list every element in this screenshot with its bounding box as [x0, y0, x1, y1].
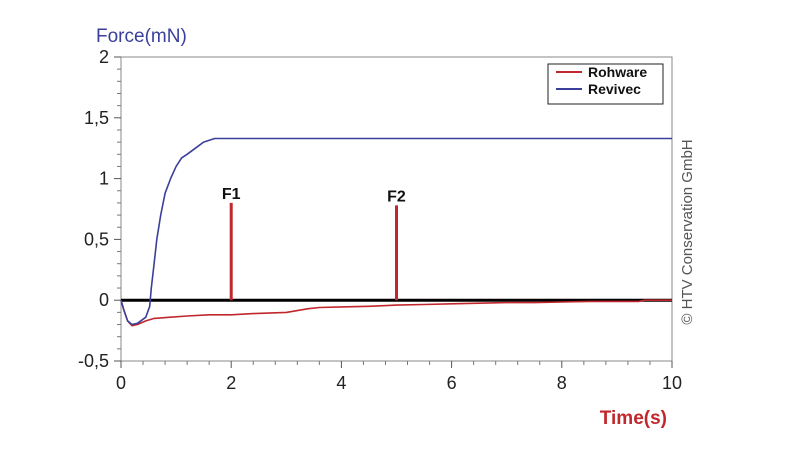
series-group: [120, 137, 672, 327]
x-tick-label: 4: [336, 373, 346, 393]
legend-label-rohware: Rohware: [588, 64, 647, 80]
y-tick-label: 0,5: [84, 229, 109, 249]
y-tick-label: 1,5: [84, 108, 109, 128]
marker-label-f2: F2: [387, 188, 406, 205]
x-tick-label: 10: [662, 373, 682, 393]
y-tick-label: -0,5: [78, 351, 109, 371]
y-tick-label: 0: [99, 290, 109, 310]
series-line-rohware: [120, 299, 672, 327]
series-line-revivec: [120, 137, 672, 326]
marker-group: F1 F2: [222, 186, 406, 301]
copyright-annotation: © HTV Conservation GmbH: [679, 139, 696, 324]
y-tick-label: 2: [99, 47, 109, 67]
axis-ticks: -0,5 0 0,5 1 1,5 2 0 2 4 6 8 10: [78, 47, 682, 393]
legend-box: [547, 63, 664, 105]
x-tick-label: 6: [447, 373, 457, 393]
marker-label-f1: F1: [222, 186, 241, 203]
y-axis-title: Force(mN): [96, 26, 187, 47]
legend-label-revivec: Revivec: [588, 81, 641, 97]
x-tick-label: 0: [116, 373, 126, 393]
chart-legend: Rohware Revivec: [547, 63, 664, 105]
x-axis-title: Time(s): [600, 408, 667, 429]
x-tick-label: 8: [557, 373, 567, 393]
x-tick-label: 2: [226, 373, 236, 393]
y-tick-label: 1: [99, 169, 109, 189]
